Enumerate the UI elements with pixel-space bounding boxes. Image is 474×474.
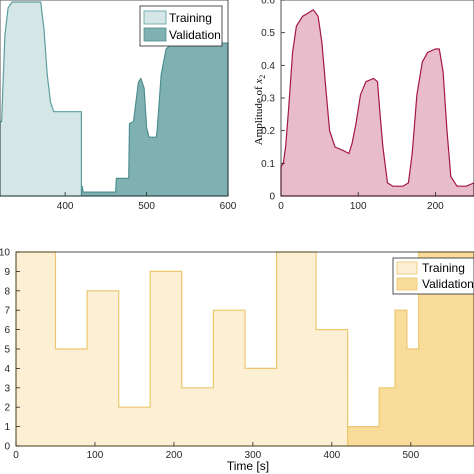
x-tick-label: 200 xyxy=(166,450,183,461)
legend-label-training: Training xyxy=(422,261,465,275)
y-tick-label: 5 xyxy=(4,345,10,356)
x-tick-label: 500 xyxy=(138,201,155,212)
y-tick-label: 9 xyxy=(4,267,10,278)
y-axis-label-sub: 2 xyxy=(258,75,267,79)
y-tick-label: 10 xyxy=(0,248,10,259)
panel-top-right: 0 100 200 0 0.1 0.2 0.3 0.4 0.5 0.6 Amplitude of … xyxy=(253,0,474,212)
y-tick-label: 4 xyxy=(4,364,10,375)
x-tick-label: 200 xyxy=(427,201,444,212)
panel-top-left: 400 500 600 Training Validation xyxy=(0,0,237,212)
y-tick-label: 1 xyxy=(4,422,10,433)
x-tick-label: 0 xyxy=(13,450,19,461)
legend-label-training: Training xyxy=(169,11,212,25)
axes-frame xyxy=(0,0,229,197)
y-tick-label: 0.2 xyxy=(261,126,275,137)
x-tick-label: 0 xyxy=(278,201,284,212)
legend-swatch-validation xyxy=(143,27,167,42)
x-tick-label: 300 xyxy=(245,450,262,461)
y-tick-label: 0 xyxy=(269,192,275,203)
x-tick-label: 400 xyxy=(57,201,74,212)
x-tick-label: 500 xyxy=(402,450,419,461)
x-axis-label: Time [s] xyxy=(227,459,269,473)
training-series-area xyxy=(0,1,83,197)
legend-swatch-training xyxy=(396,261,418,275)
panel-bottom: 0 100 200 300 400 500 0 1 2 3 4 5 6 7 8 9 10 Time [s] Tr… xyxy=(0,248,474,473)
legend-swatch-training xyxy=(143,10,167,25)
y-tick-label: 2 xyxy=(4,403,10,414)
validation-series-area xyxy=(347,251,474,447)
legend: Training Validation xyxy=(392,257,474,295)
y-tick-label: 0.6 xyxy=(261,0,275,7)
x-tick-label: 400 xyxy=(324,450,341,461)
y-tick-label: 0.5 xyxy=(261,28,275,39)
y-axis-label-main: Amplitude of xyxy=(253,84,265,146)
legend-swatch-validation xyxy=(396,277,418,291)
y-tick-label: 8 xyxy=(4,286,10,297)
legend-label-validation: Validation xyxy=(422,277,474,291)
validation-series-area xyxy=(80,42,229,197)
y-tick-label: 0.4 xyxy=(261,61,275,72)
y-axis-label-var: x xyxy=(253,79,265,85)
legend-label-validation: Validation xyxy=(169,28,221,42)
training-series-area xyxy=(15,251,349,447)
y-tick-label: 7 xyxy=(4,306,10,317)
legend: Training Validation xyxy=(139,5,223,47)
y-tick-label: 6 xyxy=(4,325,10,336)
x-tick-label: 100 xyxy=(87,450,104,461)
x-tick-label: 600 xyxy=(220,201,237,212)
x-tick-label: 100 xyxy=(350,201,367,212)
y-tick-label: 0.3 xyxy=(261,94,275,105)
y-tick-label: 3 xyxy=(4,383,10,394)
series-area xyxy=(280,9,474,197)
y-axis-label: Amplitude of x2 xyxy=(253,75,267,146)
y-tick-label: 0.1 xyxy=(261,159,275,170)
y-tick-label: 0 xyxy=(4,442,10,453)
